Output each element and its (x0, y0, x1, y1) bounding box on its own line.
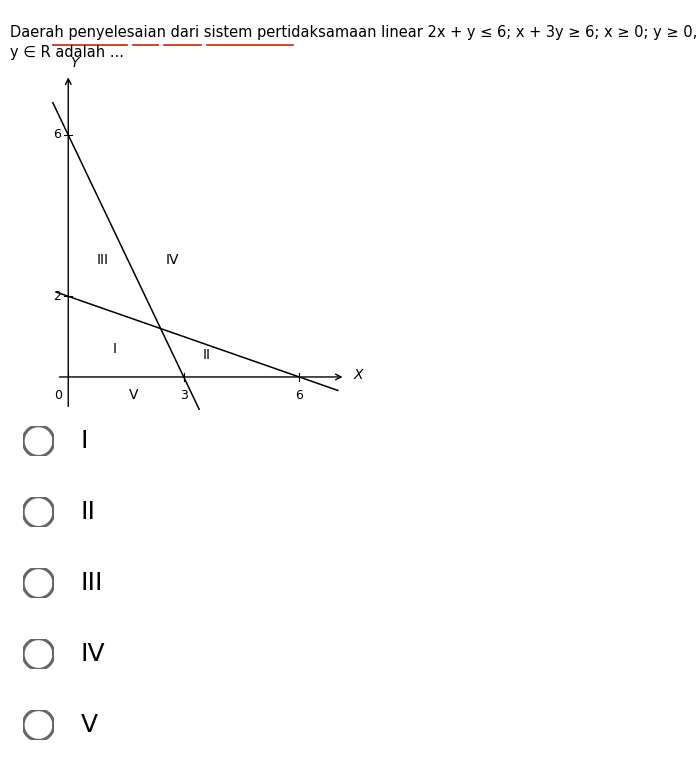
Text: 6: 6 (52, 129, 60, 141)
Text: III: III (97, 253, 109, 267)
Text: I: I (113, 342, 116, 356)
Text: 2: 2 (52, 290, 60, 303)
Text: Daerah penyelesaian dari sistem pertidaksamaan linear 2x + y ≤ 6; x + 3y ≥ 6; x : Daerah penyelesaian dari sistem pertidak… (10, 25, 700, 40)
Text: IV: IV (80, 642, 105, 666)
Text: 6: 6 (295, 389, 303, 402)
Text: 0: 0 (55, 389, 62, 402)
Text: X: X (354, 368, 363, 382)
Text: y ∈ R adalah ...: y ∈ R adalah ... (10, 45, 124, 60)
Text: 3: 3 (180, 389, 188, 402)
Text: I: I (80, 429, 88, 453)
Text: II: II (80, 500, 95, 524)
Text: IV: IV (165, 253, 179, 267)
Text: II: II (203, 348, 211, 362)
Text: Y: Y (70, 56, 78, 70)
Text: V: V (80, 713, 97, 737)
Text: V: V (129, 388, 139, 402)
Text: III: III (80, 571, 103, 595)
